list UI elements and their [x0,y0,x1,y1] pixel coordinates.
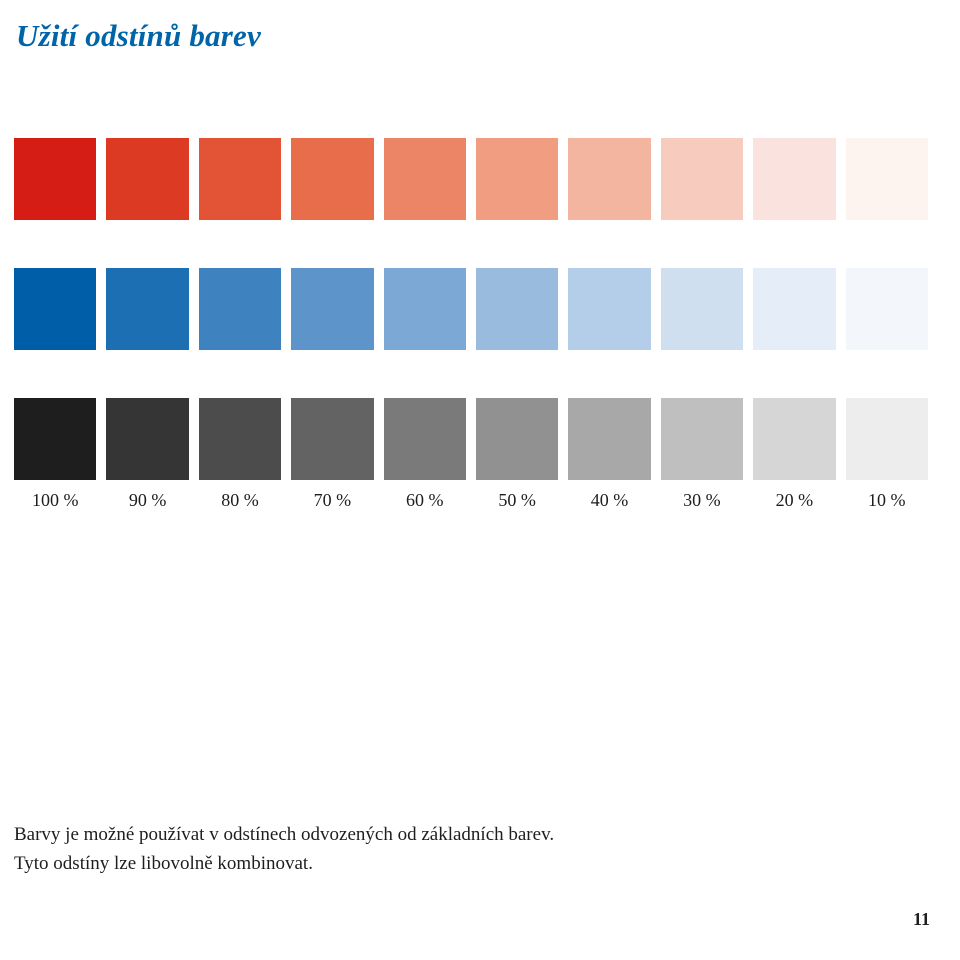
swatch [661,138,743,220]
percent-label: 100 % [14,490,96,511]
swatch [753,268,835,350]
body-line-2: Tyto odstíny lze libovolně kombinovat. [14,853,313,874]
swatch [384,268,466,350]
swatch [661,398,743,480]
swatch-grid [14,138,930,480]
page-title: Užití odstínů barev [16,18,930,54]
swatch [384,398,466,480]
swatch [846,268,928,350]
swatch-row-gray [14,398,930,480]
percent-label: 30 % [661,490,743,511]
percent-label: 40 % [568,490,650,511]
swatch [199,138,281,220]
swatch [384,138,466,220]
swatch [291,138,373,220]
swatch [106,138,188,220]
swatch [106,398,188,480]
percent-label: 10 % [846,490,928,511]
swatch [14,268,96,350]
percent-label: 70 % [291,490,373,511]
percent-labels-row: 100 % 90 % 80 % 70 % 60 % 50 % 40 % 30 %… [14,490,930,511]
percent-label: 50 % [476,490,558,511]
percent-label: 90 % [106,490,188,511]
swatch [199,398,281,480]
percent-label: 20 % [753,490,835,511]
swatch [476,138,558,220]
percent-label: 60 % [384,490,466,511]
swatch [106,268,188,350]
swatch [291,268,373,350]
swatch [568,398,650,480]
body-text: Barvy je možné používat v odstínech odvo… [14,821,554,878]
swatch [753,138,835,220]
swatch [661,268,743,350]
body-line-1: Barvy je možné používat v odstínech odvo… [14,824,554,845]
swatch [568,268,650,350]
swatch [291,398,373,480]
swatch [476,398,558,480]
swatch-row-blue [14,268,930,350]
swatch [846,138,928,220]
swatch [14,398,96,480]
swatch [199,268,281,350]
swatch [476,268,558,350]
swatch-row-red [14,138,930,220]
swatch [846,398,928,480]
page-number: 11 [913,909,930,930]
swatch [14,138,96,220]
percent-label: 80 % [199,490,281,511]
swatch [753,398,835,480]
swatch [568,138,650,220]
